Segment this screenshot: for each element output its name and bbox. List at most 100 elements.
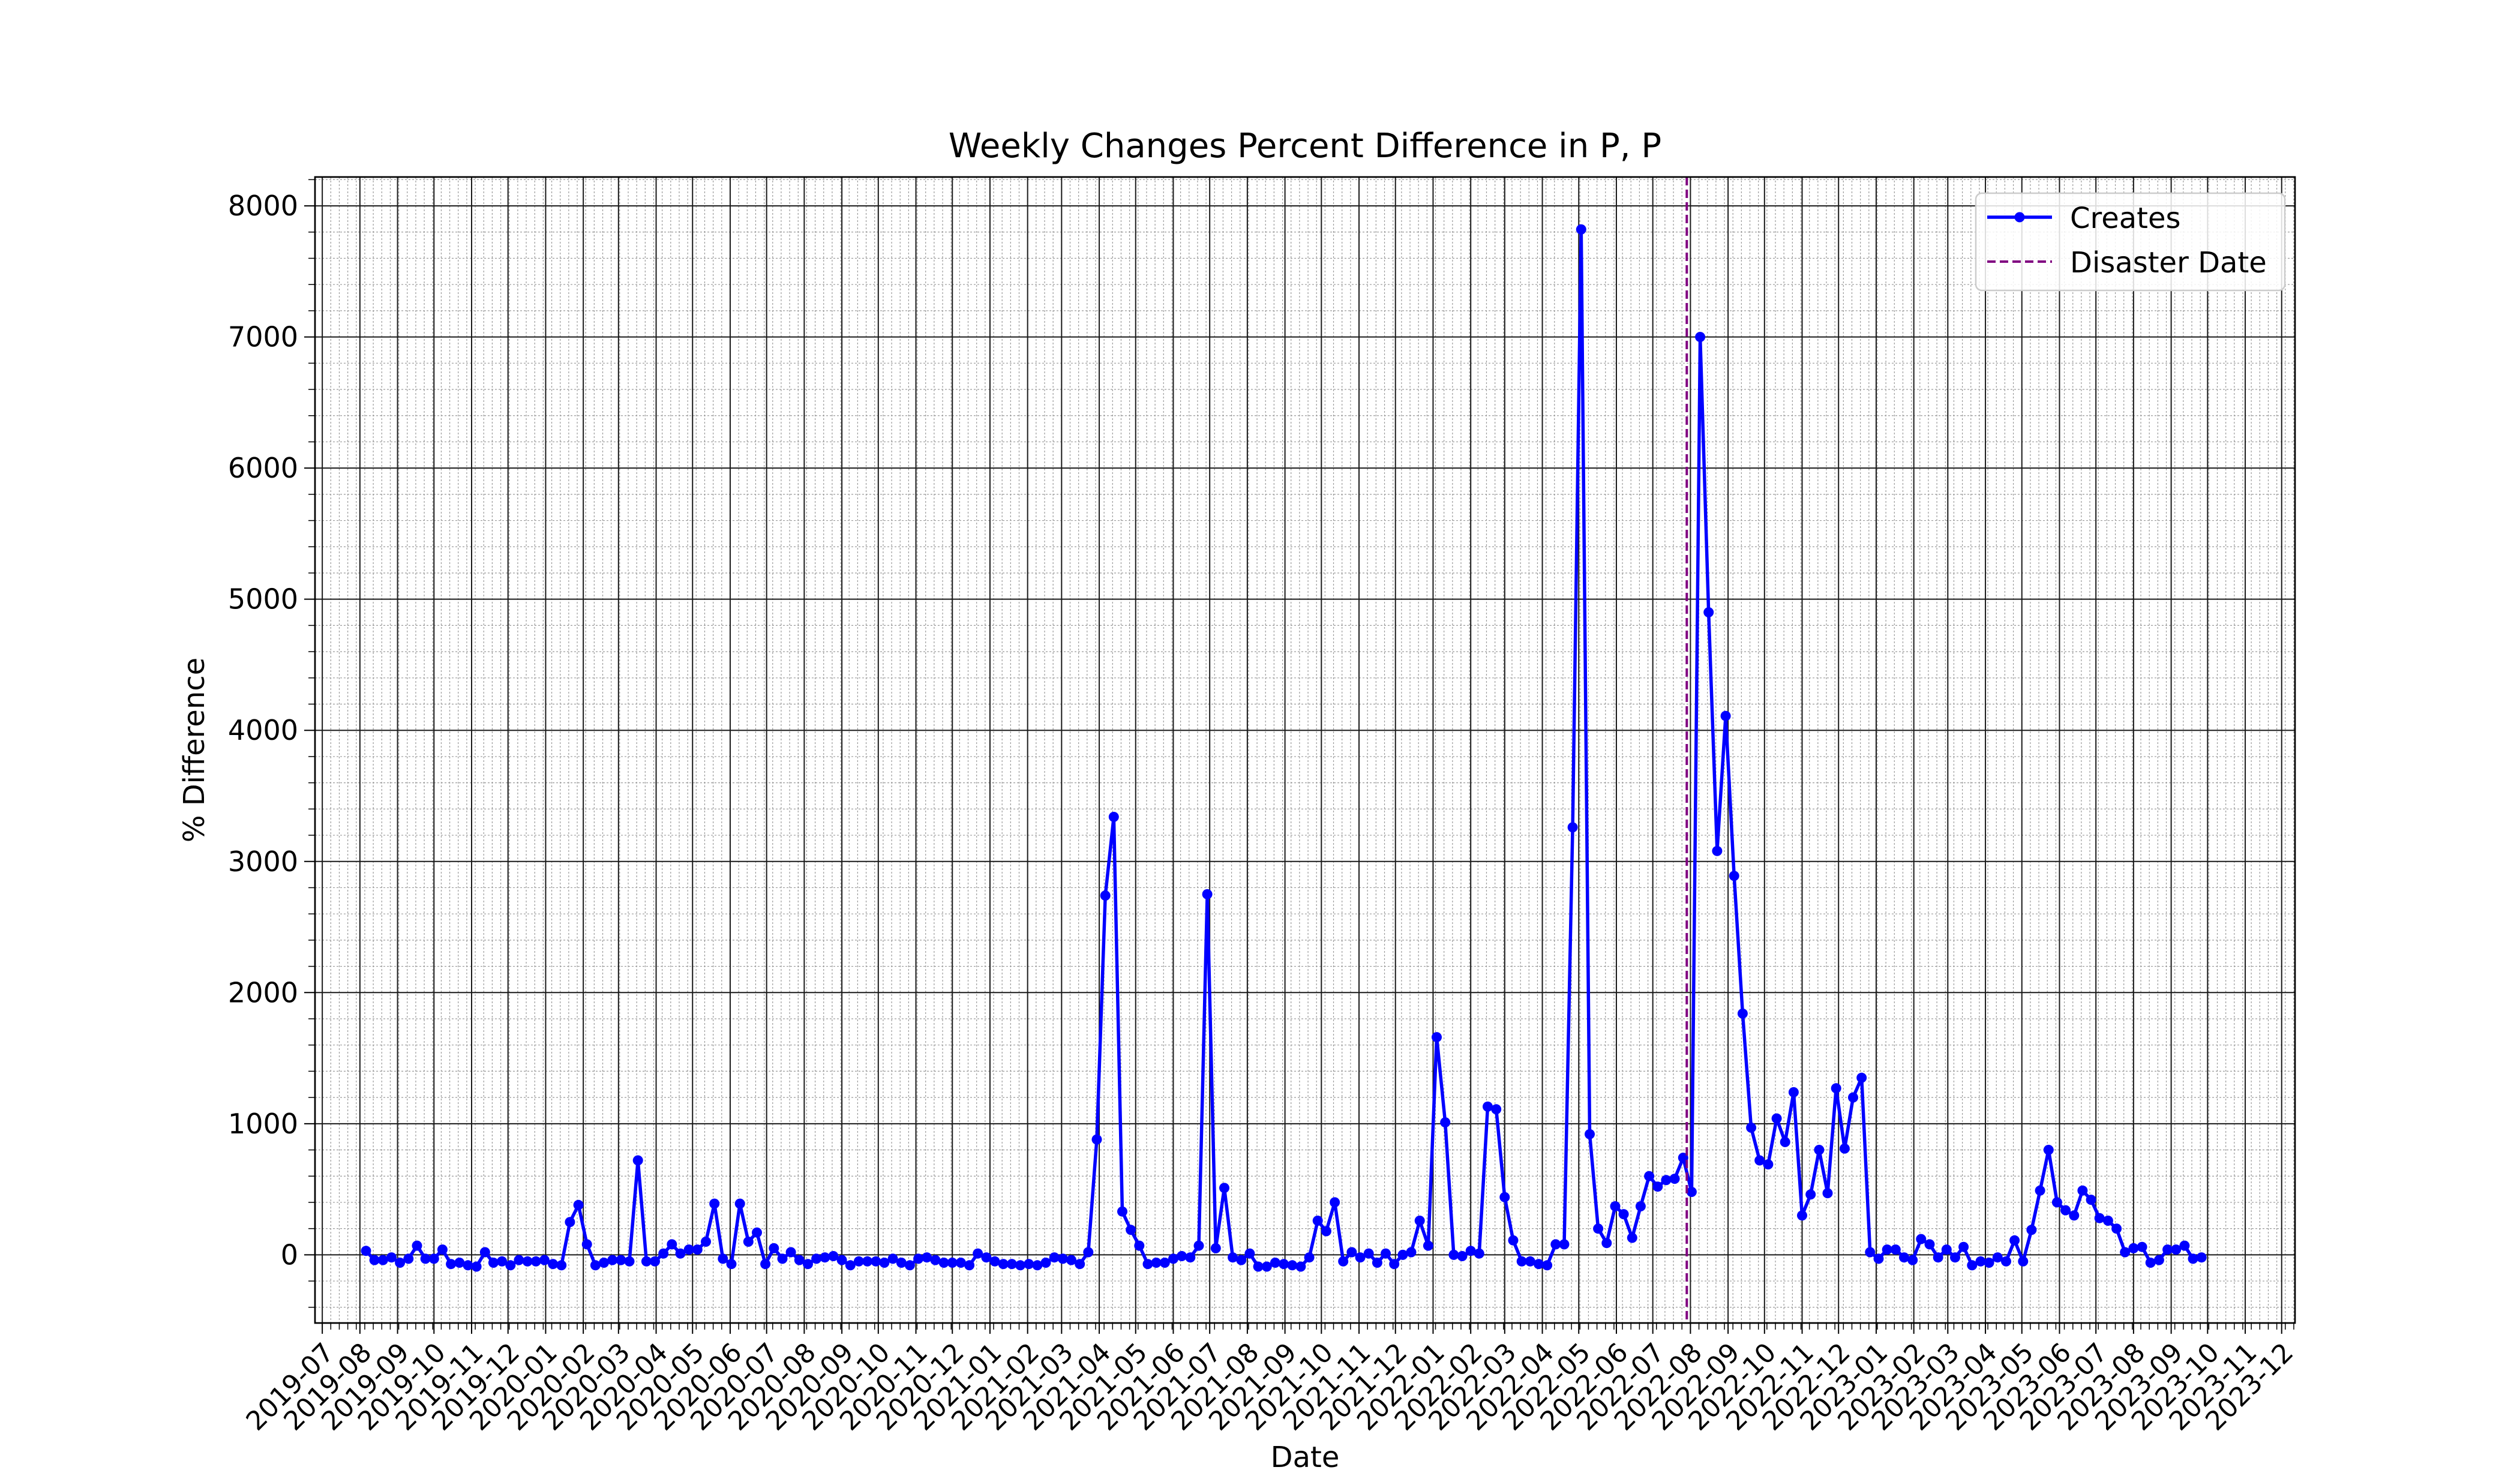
data-point-creates bbox=[1933, 1252, 1943, 1263]
data-point-creates bbox=[667, 1239, 677, 1250]
data-point-creates bbox=[1550, 1239, 1561, 1250]
data-point-creates bbox=[1440, 1117, 1451, 1128]
data-point-creates bbox=[1049, 1252, 1060, 1263]
data-point-creates bbox=[904, 1260, 915, 1271]
data-point-creates bbox=[1559, 1239, 1570, 1250]
data-point-creates bbox=[2145, 1258, 2156, 1268]
data-point-creates bbox=[701, 1237, 711, 1247]
data-point-creates bbox=[955, 1258, 966, 1268]
data-point-creates bbox=[2128, 1243, 2139, 1253]
data-point-creates bbox=[964, 1260, 975, 1271]
data-point-creates bbox=[2162, 1244, 2173, 1255]
x-axis: 2019-072019-082019-092019-102019-112019-… bbox=[241, 1323, 2299, 1437]
data-point-creates bbox=[1159, 1258, 1170, 1268]
data-point-creates bbox=[1448, 1249, 1459, 1260]
data-point-creates bbox=[514, 1255, 524, 1265]
data-point-creates bbox=[1907, 1255, 1918, 1265]
data-point-creates bbox=[1491, 1104, 1502, 1115]
data-point-creates bbox=[650, 1256, 660, 1267]
data-point-creates bbox=[1236, 1255, 1247, 1265]
data-point-creates bbox=[2051, 1197, 2062, 1208]
data-point-creates bbox=[386, 1252, 397, 1263]
data-point-creates bbox=[1839, 1143, 1850, 1154]
data-point-creates bbox=[1763, 1159, 1774, 1170]
data-point-creates bbox=[590, 1260, 601, 1271]
data-point-creates bbox=[1593, 1223, 1604, 1234]
data-point-creates bbox=[836, 1255, 847, 1265]
data-point-creates bbox=[1270, 1258, 1280, 1268]
legend-creates-marker bbox=[2014, 212, 2025, 223]
data-point-creates bbox=[1737, 1008, 1748, 1019]
data-point-creates bbox=[1202, 889, 1213, 899]
data-point-creates bbox=[1627, 1232, 1637, 1243]
data-point-creates bbox=[862, 1256, 873, 1267]
data-point-creates bbox=[1746, 1122, 1757, 1133]
data-point-creates bbox=[428, 1253, 439, 1264]
data-point-creates bbox=[369, 1255, 380, 1265]
data-point-creates bbox=[785, 1247, 796, 1258]
data-point-creates bbox=[2196, 1252, 2207, 1263]
data-point-creates bbox=[573, 1199, 584, 1210]
data-point-creates bbox=[581, 1239, 592, 1250]
data-point-creates bbox=[1890, 1244, 1901, 1255]
data-point-creates bbox=[1916, 1234, 1927, 1244]
data-point-creates bbox=[1899, 1252, 1909, 1263]
plot-frame bbox=[314, 176, 2296, 1324]
data-point-creates bbox=[820, 1252, 830, 1263]
data-point-creates bbox=[497, 1256, 508, 1267]
data-point-creates bbox=[1389, 1259, 1400, 1270]
data-point-creates bbox=[2018, 1256, 2029, 1267]
data-point-creates bbox=[1006, 1259, 1017, 1270]
data-point-creates bbox=[769, 1243, 779, 1253]
data-point-creates bbox=[879, 1258, 890, 1268]
data-point-creates bbox=[1788, 1087, 1799, 1097]
y-tick-label: 5000 bbox=[228, 583, 298, 616]
data-point-creates bbox=[2094, 1213, 2105, 1223]
data-point-creates bbox=[1228, 1252, 1238, 1263]
data-point-creates bbox=[973, 1248, 983, 1259]
data-point-creates bbox=[913, 1253, 924, 1264]
data-point-creates bbox=[2069, 1210, 2080, 1221]
data-point-creates bbox=[1984, 1258, 1994, 1268]
data-point-creates bbox=[1941, 1244, 1952, 1255]
data-point-creates bbox=[1406, 1247, 1417, 1258]
data-point-creates bbox=[853, 1256, 864, 1267]
y-tick-label: 1000 bbox=[228, 1108, 298, 1140]
y-tick-label: 3000 bbox=[228, 845, 298, 878]
data-point-creates bbox=[2077, 1185, 2088, 1196]
data-point-creates bbox=[1618, 1209, 1629, 1220]
data-point-creates bbox=[1397, 1249, 1408, 1260]
data-point-creates bbox=[1261, 1261, 1272, 1272]
data-point-creates bbox=[1525, 1256, 1535, 1267]
data-point-creates bbox=[1083, 1247, 1094, 1258]
data-point-creates bbox=[938, 1258, 949, 1268]
data-point-creates bbox=[1193, 1240, 1204, 1251]
data-point-creates bbox=[1865, 1247, 1876, 1258]
data-point-creates bbox=[479, 1247, 490, 1258]
data-point-creates bbox=[1542, 1260, 1553, 1271]
data-point-creates bbox=[1771, 1113, 1782, 1124]
y-tick-label: 4000 bbox=[228, 714, 298, 746]
data-point-creates bbox=[718, 1253, 728, 1264]
data-point-creates bbox=[539, 1255, 550, 1265]
data-point-creates bbox=[1423, 1240, 1433, 1251]
data-point-creates bbox=[565, 1217, 575, 1228]
data-point-creates bbox=[1432, 1032, 1442, 1043]
data-point-creates bbox=[1126, 1225, 1136, 1235]
data-point-creates bbox=[1669, 1174, 1680, 1184]
data-point-creates bbox=[1279, 1259, 1289, 1270]
data-point-creates bbox=[989, 1256, 1000, 1267]
data-point-creates bbox=[1712, 845, 1723, 856]
data-point-creates bbox=[947, 1258, 958, 1268]
data-point-creates bbox=[1924, 1239, 1935, 1250]
data-point-creates bbox=[1244, 1248, 1255, 1259]
data-point-creates bbox=[1499, 1192, 1510, 1202]
data-point-creates bbox=[1091, 1134, 1102, 1145]
data-point-creates bbox=[1576, 224, 1586, 235]
data-point-creates bbox=[2102, 1216, 2113, 1226]
data-point-creates bbox=[709, 1198, 720, 1209]
data-point-creates bbox=[803, 1259, 813, 1270]
data-point-creates bbox=[1975, 1256, 1986, 1267]
data-point-creates bbox=[599, 1258, 609, 1268]
